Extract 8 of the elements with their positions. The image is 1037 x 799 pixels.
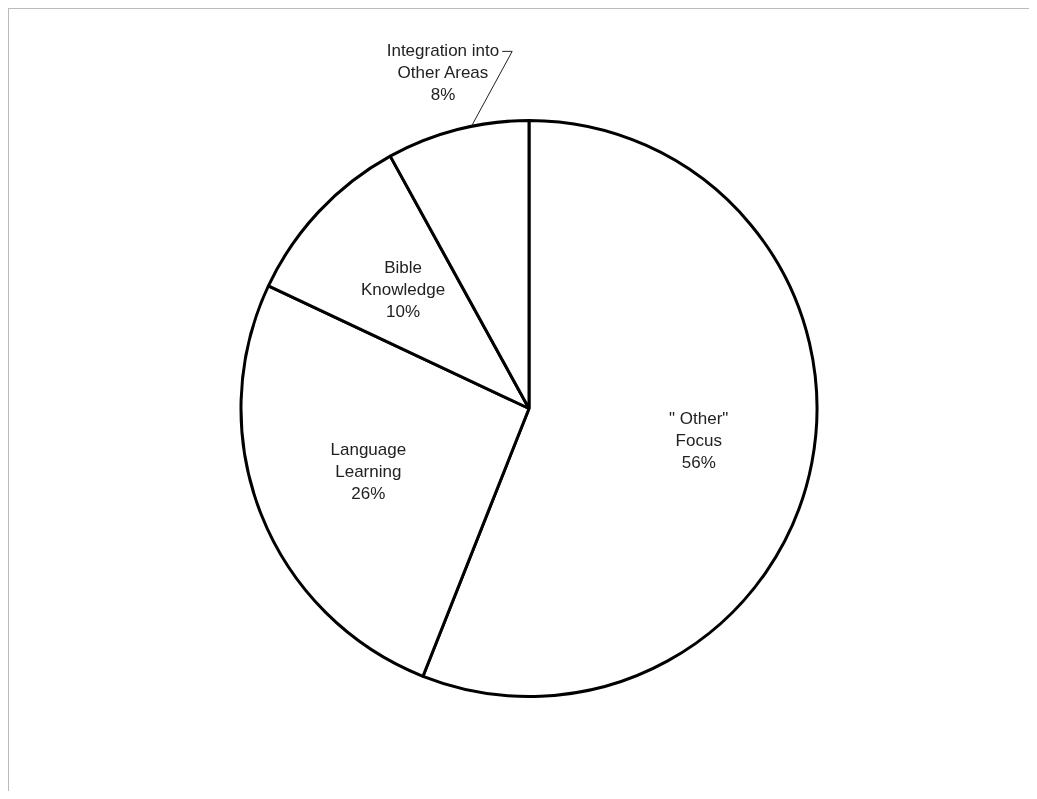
slice-label: Bible Knowledge xyxy=(360,257,446,299)
slice-label: " Other" Focus xyxy=(669,408,729,450)
slice-label: Language Learning xyxy=(330,439,407,481)
data-label: 8% xyxy=(430,85,456,105)
slice-label: Integration into Other Areas xyxy=(386,41,500,83)
data-label: 56% xyxy=(681,452,716,472)
data-label: 26% xyxy=(351,483,386,503)
data-label: 10% xyxy=(386,301,421,321)
